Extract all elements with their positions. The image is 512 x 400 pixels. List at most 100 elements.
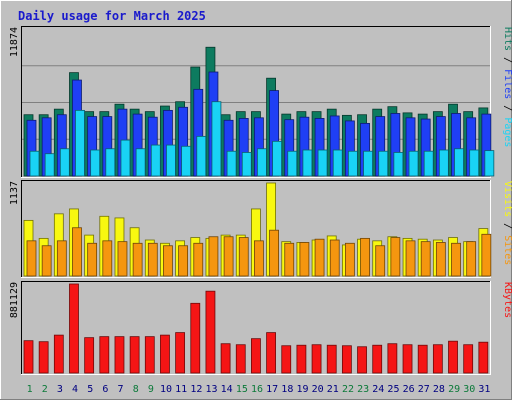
bar <box>41 245 52 277</box>
x-tick-label: 6 <box>102 384 108 395</box>
bar <box>144 336 155 374</box>
x-tick-label: 11 <box>175 384 187 395</box>
x-tick-label: 20 <box>312 384 324 395</box>
bar <box>181 145 192 177</box>
y-max-label: 881129 <box>9 282 20 318</box>
x-tick-label: 30 <box>463 384 475 395</box>
bar <box>402 344 413 374</box>
bar <box>296 344 307 374</box>
legend-kbytes: KBytes <box>502 282 512 318</box>
bar <box>235 344 246 374</box>
bar <box>205 290 216 374</box>
bar <box>360 237 370 277</box>
bar <box>160 334 170 374</box>
bar <box>347 150 358 177</box>
bar <box>269 229 279 277</box>
bar <box>87 242 98 277</box>
bar <box>241 152 252 177</box>
x-tick-label: 26 <box>403 384 415 395</box>
legend-visits: Visits <box>502 181 512 217</box>
bar <box>135 148 146 177</box>
bar <box>314 238 325 277</box>
x-tick-label: 31 <box>478 384 490 395</box>
x-tick-label: 4 <box>72 384 78 395</box>
bar <box>284 242 295 277</box>
bar <box>102 240 113 277</box>
x-tick-label: 17 <box>266 384 278 395</box>
x-tick-label: 13 <box>205 384 217 395</box>
panel-kbytes: 881129 KBytes <box>9 281 512 375</box>
bar <box>420 241 431 277</box>
x-tick-label: 14 <box>221 384 233 395</box>
bar <box>266 332 276 374</box>
bar <box>29 150 40 177</box>
bar <box>357 346 367 374</box>
x-tick-label: 18 <box>281 384 293 395</box>
bar <box>99 336 110 374</box>
bar <box>196 135 207 177</box>
bar <box>302 149 313 177</box>
y-max-label: 11874 <box>9 27 20 57</box>
bar <box>120 139 131 177</box>
bar <box>281 345 292 374</box>
panel-visits-sites: 1137 Visits / Sites <box>9 180 512 278</box>
bar <box>163 245 173 277</box>
series-legend: Hits / Files / Pages <box>502 27 512 147</box>
bar <box>193 242 204 277</box>
bar <box>341 345 352 374</box>
bar <box>363 150 373 177</box>
bar <box>393 152 404 177</box>
x-tick-label: 3 <box>57 384 63 395</box>
bar <box>38 341 49 374</box>
bar <box>478 341 489 374</box>
bar <box>469 149 480 177</box>
bar <box>75 109 85 177</box>
bar <box>438 149 449 177</box>
panel-hits-files-pages: 11874 Hits / Files / Pages <box>9 26 512 178</box>
bar <box>117 241 128 277</box>
x-tick-label: 24 <box>372 384 384 395</box>
x-tick-label: 9 <box>148 384 154 395</box>
x-tick-label: 2 <box>42 384 48 395</box>
bar <box>208 236 219 277</box>
bar <box>190 302 201 374</box>
legend-sites: Sites <box>502 235 512 265</box>
bar <box>311 344 322 374</box>
x-tick-label: 28 <box>433 384 445 395</box>
bar <box>238 237 249 277</box>
bar <box>435 242 446 277</box>
bar <box>44 153 55 177</box>
bar <box>226 150 237 177</box>
bar <box>387 343 398 374</box>
bar <box>481 233 492 277</box>
bar <box>147 242 158 277</box>
x-tick-label: 22 <box>342 384 354 395</box>
series-kbytes <box>23 283 489 374</box>
x-tick-label: 27 <box>418 384 430 395</box>
bar <box>166 144 176 177</box>
bar <box>326 344 337 374</box>
bar <box>408 150 419 177</box>
bar <box>90 149 101 177</box>
bar <box>84 337 95 374</box>
legend-files: Files <box>502 69 512 99</box>
bar <box>344 242 355 277</box>
x-tick-label: 10 <box>160 384 172 395</box>
bar <box>178 245 189 277</box>
bar <box>26 240 37 277</box>
bar <box>223 236 234 277</box>
bar <box>59 148 70 177</box>
bar <box>454 148 464 177</box>
bar <box>257 148 267 177</box>
bar <box>254 240 264 277</box>
bar <box>251 338 261 374</box>
bar <box>150 144 161 177</box>
bar <box>463 344 474 374</box>
bar <box>220 343 231 374</box>
bar <box>69 283 79 374</box>
bar <box>23 340 34 374</box>
bar <box>423 150 434 177</box>
x-tick-label: 15 <box>236 384 248 395</box>
bar <box>53 334 64 374</box>
